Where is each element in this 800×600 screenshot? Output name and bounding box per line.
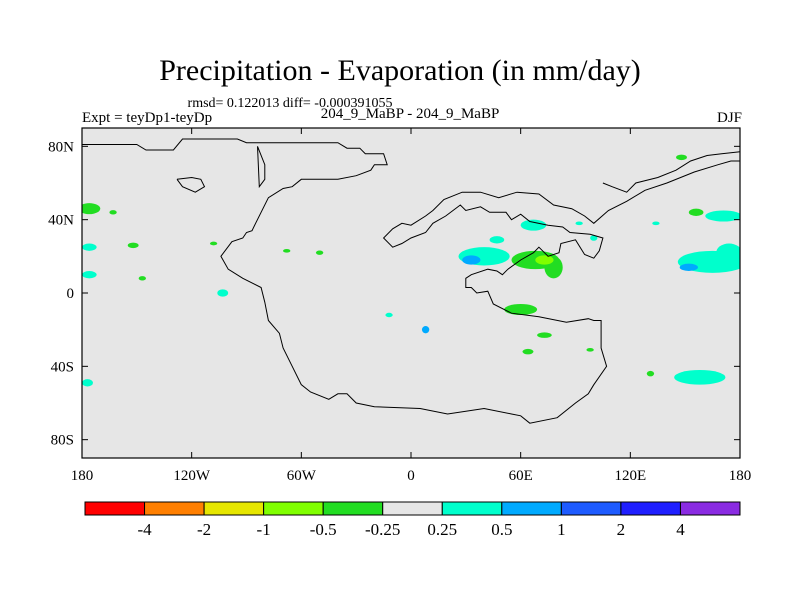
colorbar-swatch <box>203 501 265 516</box>
anomaly-patch <box>127 242 139 249</box>
coastline-layer <box>82 138 740 424</box>
anomaly-patch <box>385 312 393 318</box>
coastline <box>257 146 266 189</box>
colorbar-swatch <box>679 501 741 516</box>
anomaly-patch <box>705 210 740 222</box>
anomaly-patch <box>489 236 505 244</box>
colorbar-label: -2 <box>197 520 211 539</box>
colorbar-swatch <box>322 501 384 516</box>
colorbar-label: 2 <box>617 520 626 539</box>
x-tick-label: 180 <box>729 468 752 484</box>
colorbar: -4 -2 -1 -0.5 -0.25 0.25 0.5 1 2 4 <box>84 501 741 539</box>
x-tick-label: 60W <box>287 468 317 484</box>
y-tick-label: 0 <box>67 286 75 302</box>
anomaly-patch <box>537 332 552 338</box>
x-tick-label: 60E <box>509 468 533 484</box>
colorbar-label: -4 <box>137 520 152 539</box>
colorbar-label: 0.5 <box>491 520 512 539</box>
anomaly-patch <box>676 154 687 161</box>
colorbar-swatch <box>382 501 443 516</box>
anomaly-patch <box>109 210 117 215</box>
anomaly-patch <box>535 255 554 265</box>
colorbar-swatch <box>501 501 562 516</box>
colorbar-swatch <box>144 501 205 516</box>
y-tick-label: 80N <box>48 139 74 155</box>
colorbar-label: -0.25 <box>365 520 400 539</box>
anomaly-patch <box>522 348 534 355</box>
period-label: 204_9_MaBP - 204_9_MaBP <box>320 106 500 122</box>
anomaly-patch <box>520 219 547 231</box>
anomaly-patch <box>283 249 291 253</box>
anomaly-patch <box>586 348 594 352</box>
anomaly-patch <box>646 370 655 377</box>
colorbar-swatch <box>84 501 146 516</box>
anomaly-patch <box>716 243 740 262</box>
anomaly-patch <box>575 221 583 226</box>
x-tick-label: 120E <box>614 468 646 484</box>
colorbar-swatch <box>441 501 503 516</box>
colorbar-label: 4 <box>676 520 685 539</box>
x-tick-label: 0 <box>407 468 415 484</box>
y-tick-label: 80S <box>51 433 74 449</box>
colorbar-label: -0.5 <box>310 520 337 539</box>
anomaly-patch <box>217 289 229 297</box>
coastline <box>176 176 206 193</box>
anomaly-layer <box>82 154 740 387</box>
coastline <box>82 138 740 424</box>
anomaly-patch <box>82 379 93 387</box>
anomaly-patch <box>82 203 101 215</box>
anomaly-patch <box>590 235 598 241</box>
experiment-label: Expt = teyDp1-teyDp <box>82 110 213 126</box>
anomaly-patch <box>82 243 97 251</box>
anomaly-patch <box>679 263 698 272</box>
anomaly-patch <box>421 326 430 334</box>
axis-ticks: 180 120W 60W 0 60E 120E 180 80N 40N 0 40S 80S <box>48 128 751 484</box>
anomaly-patch <box>315 250 324 255</box>
colorbar-swatch <box>560 501 622 516</box>
x-tick-label: 120W <box>173 468 211 484</box>
anomaly-patch <box>652 221 660 226</box>
colorbar-label: -1 <box>257 520 271 539</box>
stats-line: rmsd= 0.122013 diff= -0.000391055 <box>187 96 393 111</box>
anomaly-patch <box>462 255 481 265</box>
coastline <box>602 151 740 193</box>
x-tick-label: 180 <box>71 468 94 484</box>
anomaly-patch <box>138 276 146 281</box>
y-tick-label: 40N <box>48 213 74 229</box>
y-tick-label: 40S <box>51 359 74 375</box>
colorbar-label: 1 <box>557 520 566 539</box>
colorbar-label: 0.25 <box>427 520 457 539</box>
plot-title: Precipitation - Evaporation (in mm/day) <box>159 54 641 87</box>
colorbar-swatch <box>620 501 681 516</box>
map-background <box>82 128 740 458</box>
anomaly-patch <box>504 304 538 315</box>
season-label: DJF <box>716 110 742 126</box>
anomaly-patch <box>674 370 726 385</box>
anomaly-patch <box>688 208 704 216</box>
anomaly-patch <box>82 271 97 279</box>
colorbar-swatch <box>263 501 324 516</box>
anomaly-patch <box>209 241 218 246</box>
